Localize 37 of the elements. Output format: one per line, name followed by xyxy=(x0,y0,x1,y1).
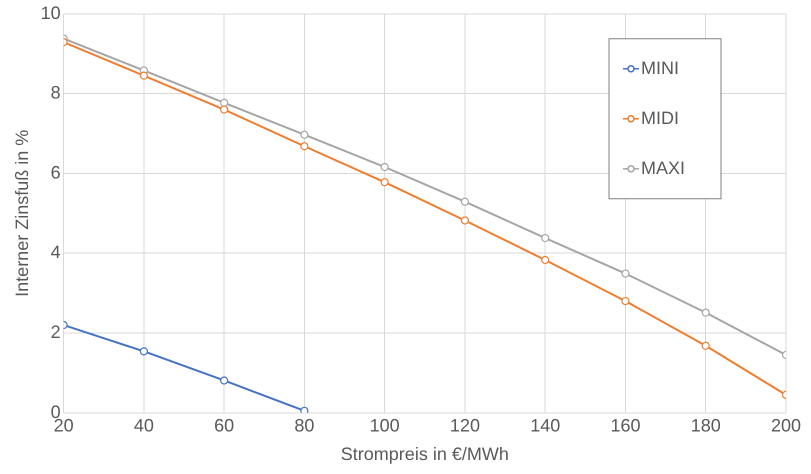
x-tick-label: 100 xyxy=(370,416,400,436)
legend-label: MINI xyxy=(641,58,679,78)
y-tick-label: 2 xyxy=(50,322,61,342)
point xyxy=(541,256,550,264)
point xyxy=(140,72,148,80)
y-tick-label: 8 xyxy=(50,82,61,103)
point xyxy=(300,142,309,150)
point xyxy=(380,178,389,186)
y-tick-label: 6 xyxy=(50,162,61,182)
point xyxy=(460,198,470,206)
x-tick-label: 200 xyxy=(770,416,802,436)
y-axis-title: Interner Zinsfuß in % xyxy=(12,130,32,297)
legend-label: MAXI xyxy=(641,158,686,178)
y-tick-label: 4 xyxy=(50,242,61,262)
point xyxy=(702,308,710,317)
x-tick-label: 160 xyxy=(610,416,640,436)
legend-label: MIDI xyxy=(641,108,679,128)
point xyxy=(460,216,470,225)
x-tick-label: 180 xyxy=(690,416,721,436)
x-axis-title: Strompreis in €/MWh xyxy=(340,444,509,464)
x-tick-label: 80 xyxy=(294,416,314,436)
point xyxy=(380,162,389,172)
x-tick-label: 140 xyxy=(530,416,560,436)
point xyxy=(621,296,630,306)
x-tick-label: 60 xyxy=(214,416,234,436)
point xyxy=(220,105,228,114)
x-tick-label: 120 xyxy=(450,416,480,436)
point xyxy=(541,234,550,242)
y-tick-label: 10 xyxy=(40,2,61,23)
point xyxy=(220,98,228,107)
point xyxy=(220,376,228,385)
point xyxy=(300,130,309,139)
point xyxy=(702,342,710,350)
point xyxy=(140,347,148,356)
point xyxy=(300,406,309,413)
point xyxy=(621,269,630,278)
x-tick-label: 40 xyxy=(134,416,154,436)
